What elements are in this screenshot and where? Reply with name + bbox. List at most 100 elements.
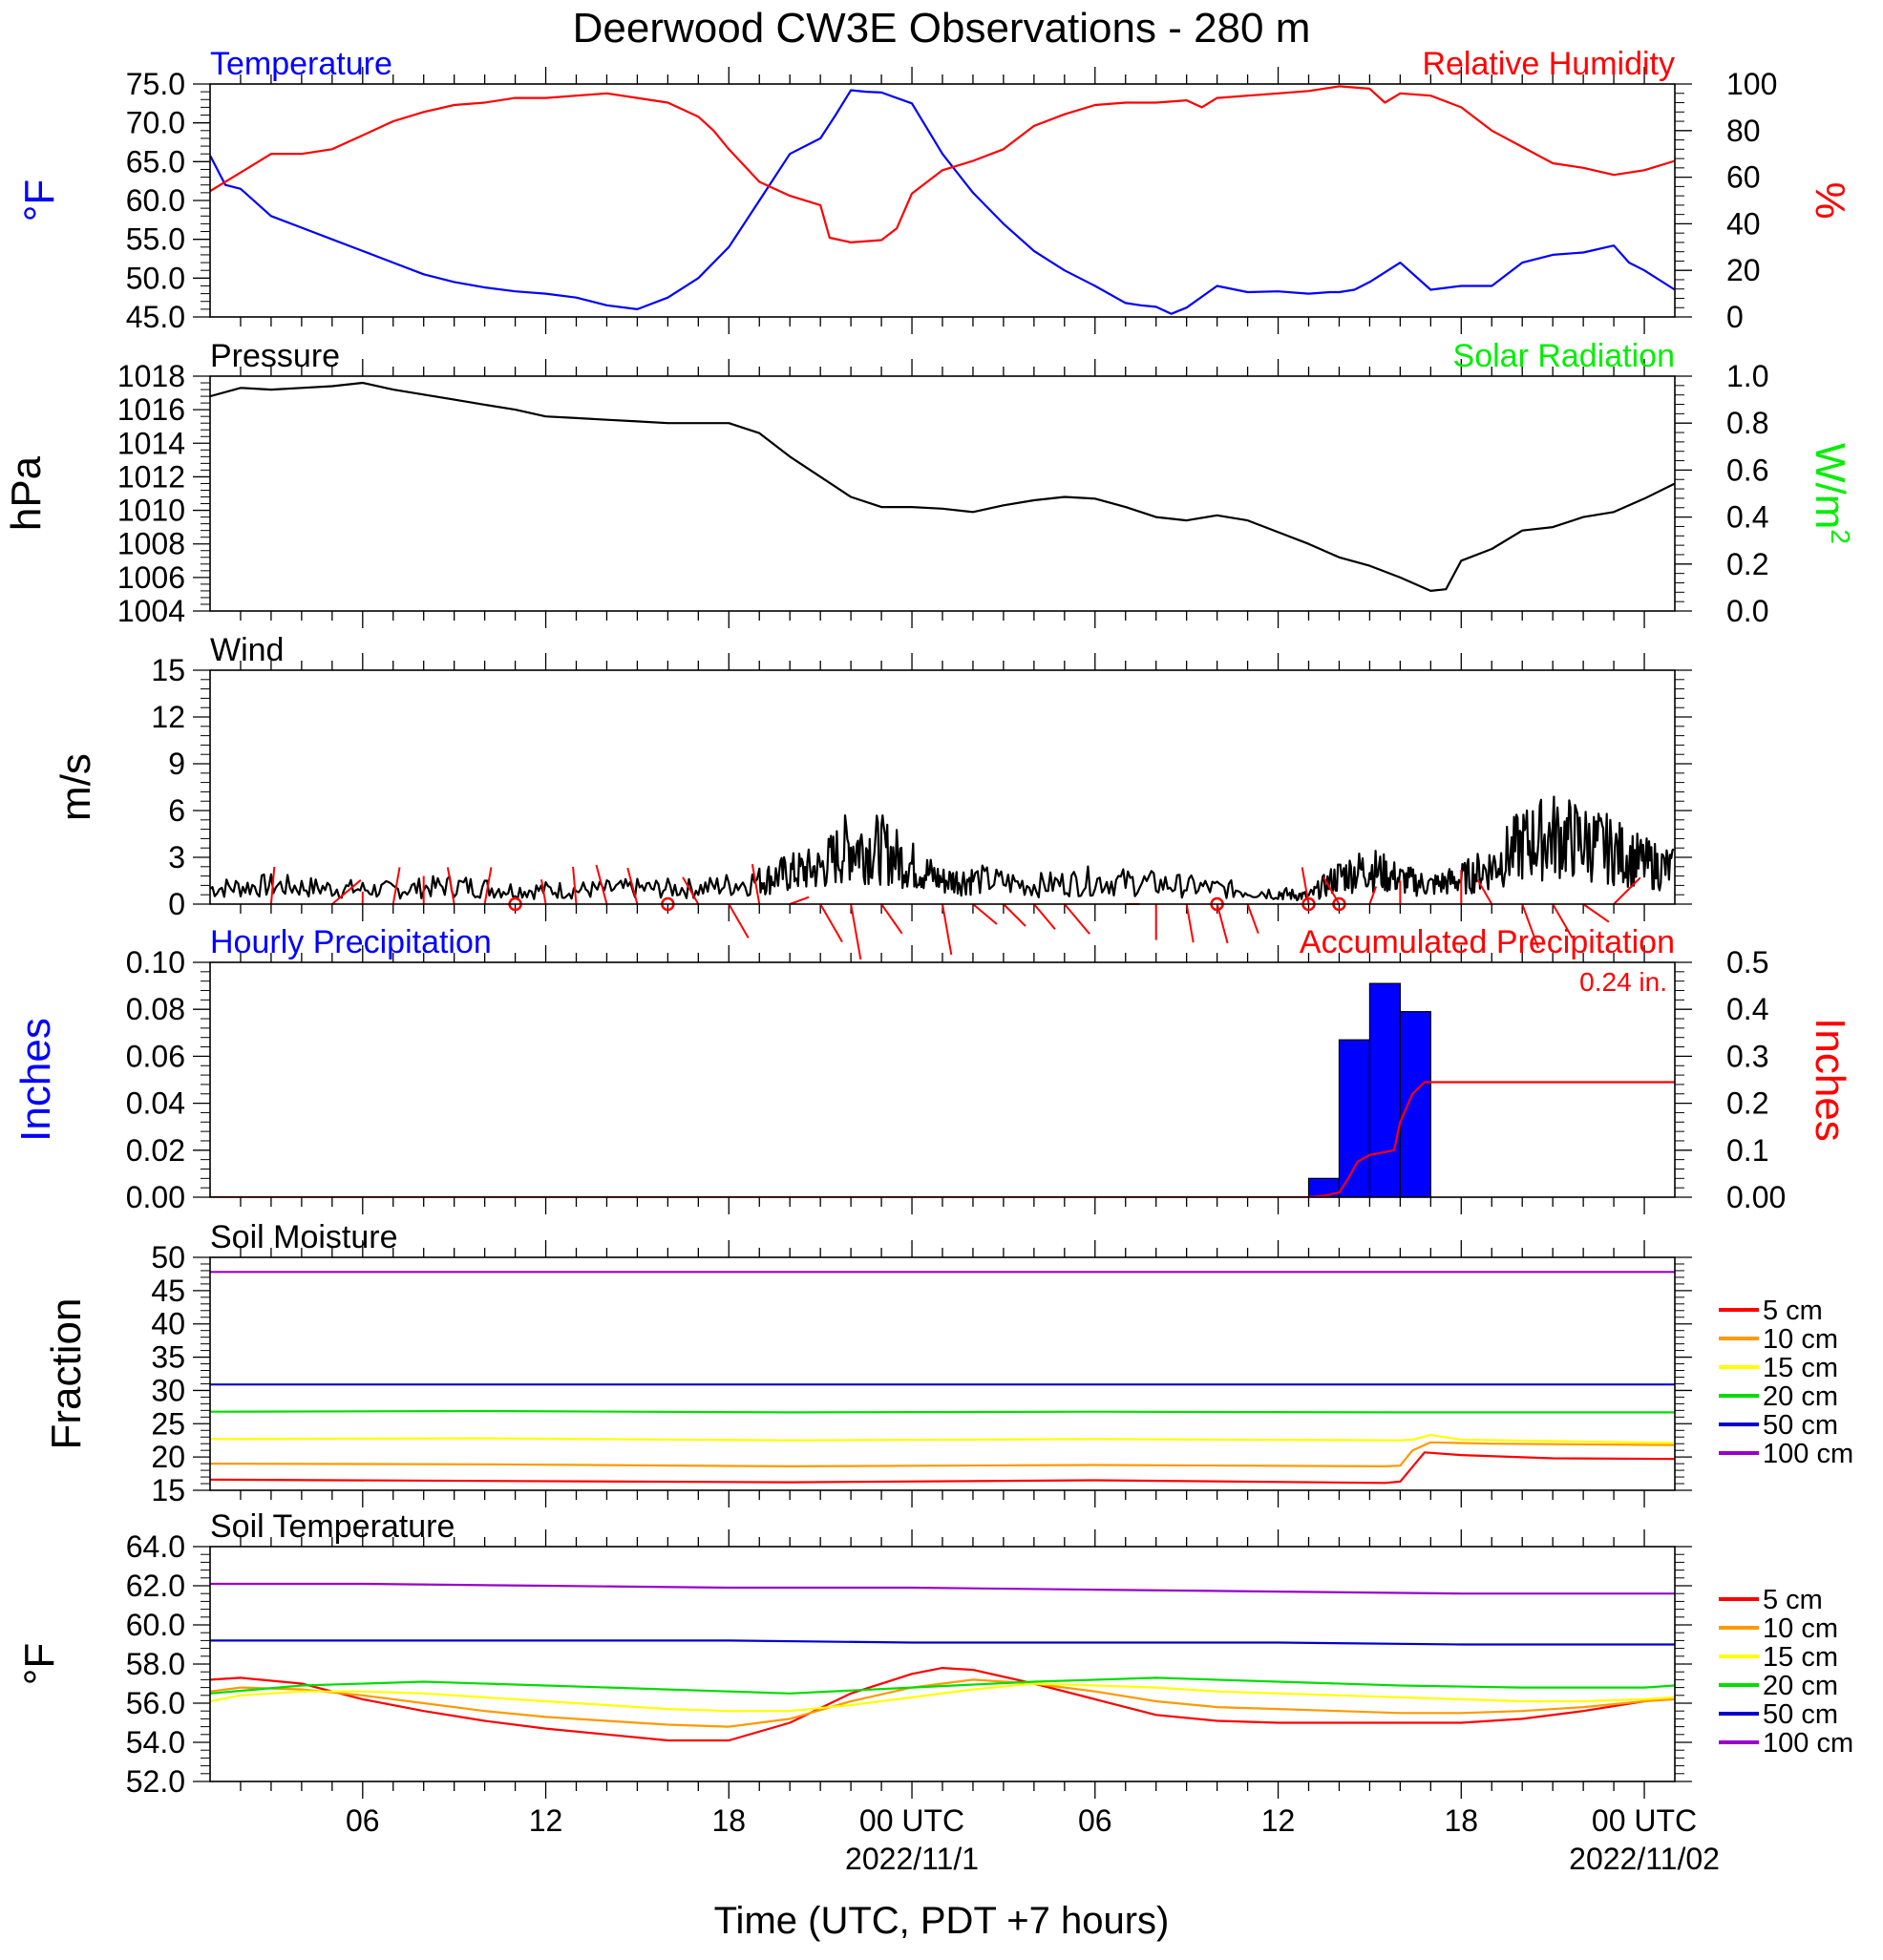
y-tick-label: 62.0 xyxy=(126,1569,185,1603)
y-tick-label-right: 60 xyxy=(1726,160,1761,195)
y-tick-label-right: 100 xyxy=(1726,67,1777,101)
series-line-20-cm xyxy=(210,1676,1675,1695)
y-tick-label-right: 0.1 xyxy=(1726,1133,1768,1168)
panel-frame xyxy=(209,1546,1676,1782)
plot-area xyxy=(210,1271,1675,1485)
panel-title-left: Hourly Precipitation xyxy=(210,924,492,960)
y-tick-label: 3 xyxy=(168,840,185,875)
wind-barb xyxy=(269,866,276,905)
y-tick-label: 20 xyxy=(151,1440,185,1474)
wind-barb xyxy=(1246,903,1259,935)
y-tick-label: 45 xyxy=(151,1274,185,1308)
y-axis-label-right: W/m2 xyxy=(1807,443,1855,544)
y-tick-label-right: 0.00 xyxy=(1726,1180,1786,1214)
y-tick-label-right: 0 xyxy=(1726,300,1744,334)
legend-label: 15 cm xyxy=(1763,1353,1838,1383)
legend-label: 100 cm xyxy=(1763,1728,1853,1759)
y-axis-label-left: Inches xyxy=(12,1018,59,1142)
y-axis-label-right: % xyxy=(1807,181,1853,219)
y-tick-label: 15 xyxy=(151,1473,185,1507)
y-axis-label-left: °F xyxy=(16,1643,63,1685)
panel-title-right: Relative Humidity xyxy=(1422,46,1675,82)
y-tick-label-right: 1.0 xyxy=(1726,359,1768,393)
panel-title-left: Pressure xyxy=(210,338,340,374)
panel-precip: 0.00 0.02 0.04 0.06 0.08 0.10 0.00 0.1 0.2 0.3 0.4… xyxy=(12,924,1853,1214)
panel-title-left: Soil Moisture xyxy=(210,1219,398,1255)
panel-title-right: Accumulated Precipitation xyxy=(1300,924,1675,960)
panel-frame xyxy=(209,375,1676,612)
y-tick-label: 0.00 xyxy=(126,1180,185,1214)
panel-frame xyxy=(209,1256,1676,1491)
panel-frame xyxy=(209,961,1676,1198)
y-tick-label: 1016 xyxy=(117,392,185,427)
legend-label: 20 cm xyxy=(1763,1381,1838,1412)
y-tick-label: 1008 xyxy=(117,527,185,561)
wind-barb xyxy=(483,867,493,905)
y-tick-label-right: 20 xyxy=(1726,253,1761,287)
y-tick-label: 0.08 xyxy=(126,992,185,1026)
plot-area xyxy=(210,795,1675,901)
wind-barb xyxy=(595,864,608,905)
y-tick-label: 0.06 xyxy=(126,1039,185,1073)
wind-barb xyxy=(880,903,903,935)
series-line-10-cm xyxy=(210,1441,1675,1467)
x-tick-date-label: 2022/11/1 xyxy=(845,1842,979,1876)
x-tick-label: 00 UTC xyxy=(859,1803,964,1838)
y-tick-label: 25 xyxy=(151,1406,185,1441)
y-tick-label-right: 0.8 xyxy=(1726,406,1768,440)
precip-bar xyxy=(1368,982,1401,1197)
wind-barb xyxy=(540,879,547,905)
wind-barb xyxy=(819,903,843,943)
y-axis-label-left: °F xyxy=(16,179,63,221)
y-tick-label-right: 0.2 xyxy=(1726,547,1768,581)
panel-frame xyxy=(209,669,1676,905)
y-tick-label: 0 xyxy=(168,887,185,921)
y-tick-label: 54.0 xyxy=(126,1725,185,1760)
y-tick-label: 1014 xyxy=(117,426,185,460)
x-tick-label: 18 xyxy=(1444,1803,1478,1838)
wind-barb xyxy=(728,903,750,938)
wind-barb xyxy=(1003,903,1026,927)
x-tick-date-label: 2022/11/02 xyxy=(1569,1842,1720,1876)
series-line-15-cm xyxy=(210,1434,1675,1444)
y-tick-label-right: 0.4 xyxy=(1726,992,1768,1026)
panel-title-left: Soil Temperature xyxy=(210,1508,455,1545)
series-line-pressure xyxy=(210,381,1675,592)
series-line-20-cm xyxy=(210,1409,1675,1414)
plot-area xyxy=(210,1582,1675,1742)
wind-barb xyxy=(682,876,700,905)
y-tick-label: 6 xyxy=(168,793,185,828)
y-tick-label-right: 0.5 xyxy=(1726,945,1768,980)
y-tick-label: 56.0 xyxy=(126,1686,185,1720)
legend-label: 50 cm xyxy=(1763,1410,1838,1441)
panel-title-right: Solar Radiation xyxy=(1453,338,1675,374)
legend-label: 5 cm xyxy=(1763,1585,1823,1615)
x-tick-label: 06 xyxy=(1078,1803,1112,1838)
y-tick-label: 75.0 xyxy=(126,67,185,101)
panel-frame xyxy=(209,83,1676,318)
legend-label: 10 cm xyxy=(1763,1324,1838,1355)
panel-soil_temperature: 52.0 54.0 56.0 58.0 60.0 62.0 64.0 Soil Tempera… xyxy=(16,1508,1853,1799)
y-tick-label: 60.0 xyxy=(126,1608,185,1642)
x-tick-label: 12 xyxy=(1261,1803,1296,1838)
x-tick-label: 06 xyxy=(346,1803,380,1838)
wind-barb xyxy=(942,903,953,956)
x-tick-label: 00 UTC xyxy=(1592,1803,1697,1838)
y-tick-label: 30 xyxy=(151,1373,185,1407)
y-tick-label: 9 xyxy=(168,747,185,781)
y-tick-label: 1018 xyxy=(117,359,185,393)
y-tick-label: 70.0 xyxy=(126,106,185,140)
series-line-10-cm xyxy=(210,1678,1675,1728)
y-tick-label: 45.0 xyxy=(126,300,185,334)
legend-label: 20 cm xyxy=(1763,1671,1838,1701)
series-line-5-cm xyxy=(210,1451,1675,1485)
plot-area xyxy=(210,381,1675,592)
y-tick-label: 35 xyxy=(151,1340,185,1375)
wind-barb xyxy=(391,867,401,905)
y-tick-label: 58.0 xyxy=(126,1647,185,1681)
y-tick-label-right: 0.2 xyxy=(1726,1086,1768,1121)
plot-area xyxy=(210,982,1675,1197)
